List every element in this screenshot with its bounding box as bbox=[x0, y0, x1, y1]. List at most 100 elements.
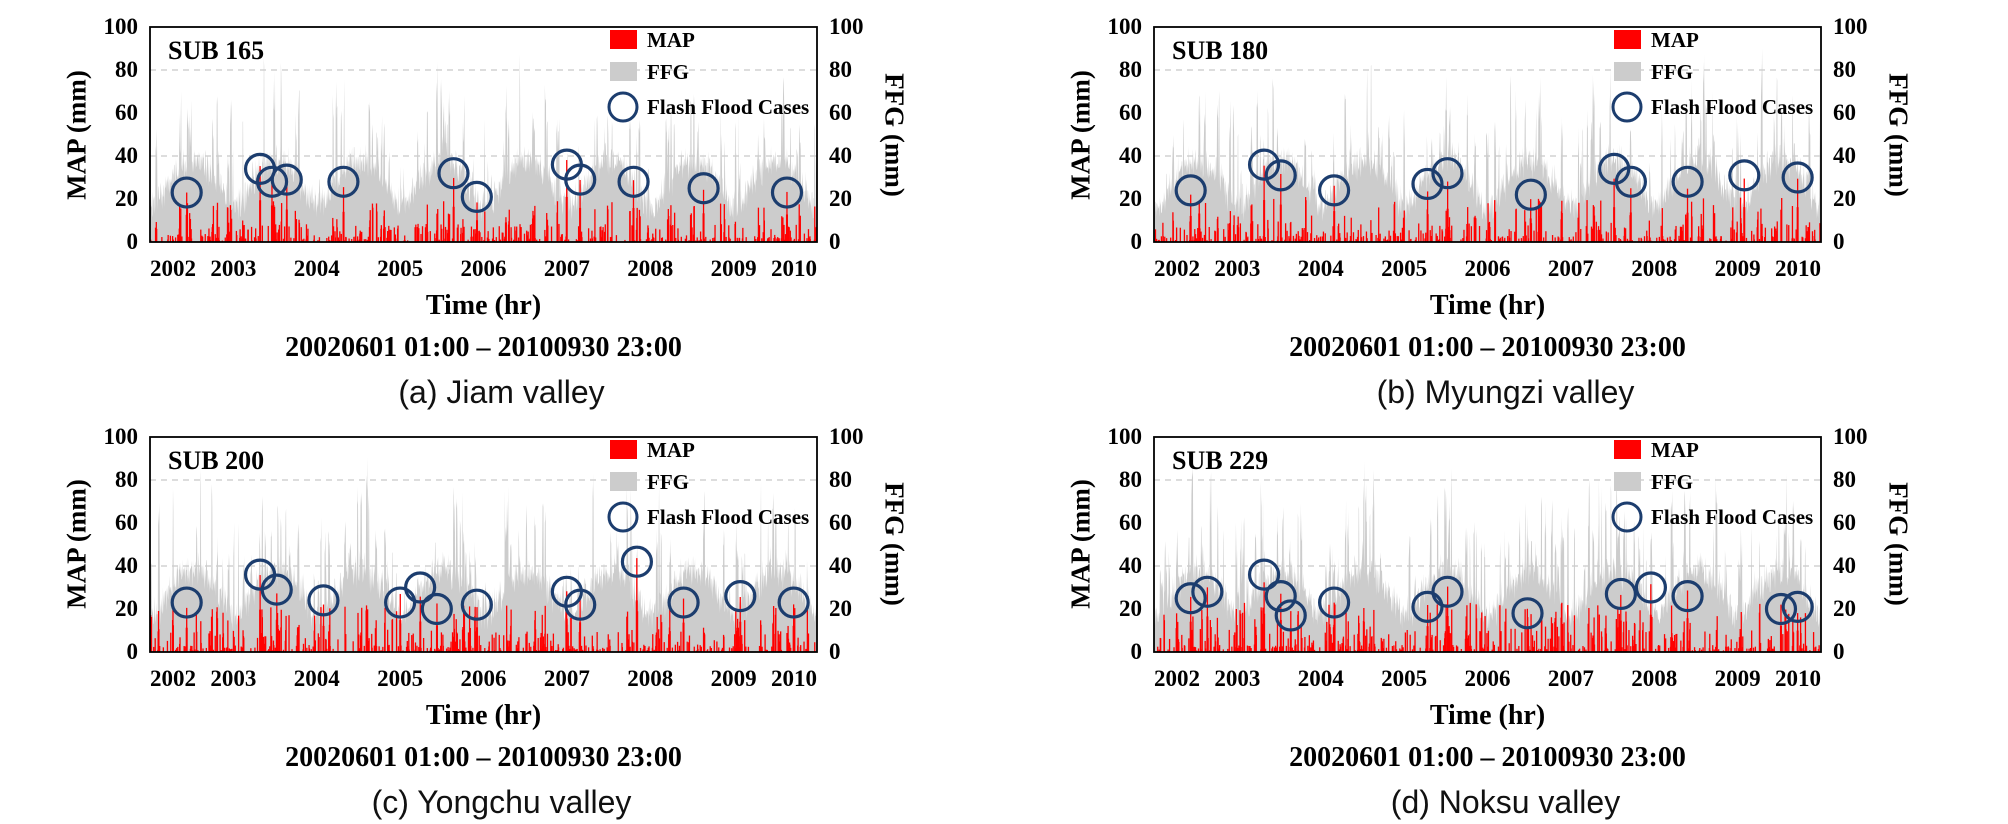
svg-text:20: 20 bbox=[1833, 596, 1856, 621]
svg-text:2004: 2004 bbox=[294, 666, 341, 691]
svg-text:2003: 2003 bbox=[1214, 256, 1260, 281]
svg-text:80: 80 bbox=[829, 467, 852, 492]
svg-text:100: 100 bbox=[1833, 424, 1868, 449]
svg-text:80: 80 bbox=[829, 57, 852, 82]
svg-text:FFG: FFG bbox=[1651, 60, 1693, 84]
svg-text:80: 80 bbox=[1119, 57, 1142, 82]
svg-text:Flash Flood Cases: Flash Flood Cases bbox=[1651, 95, 1813, 119]
svg-text:2007: 2007 bbox=[1548, 666, 1594, 691]
svg-text:0: 0 bbox=[127, 229, 139, 254]
svg-text:20: 20 bbox=[115, 596, 138, 621]
svg-text:40: 40 bbox=[1119, 143, 1142, 168]
svg-text:2010: 2010 bbox=[771, 256, 817, 281]
svg-text:80: 80 bbox=[1833, 467, 1856, 492]
svg-text:0: 0 bbox=[127, 639, 139, 664]
svg-text:SUB 165: SUB 165 bbox=[168, 36, 264, 65]
svg-text:2008: 2008 bbox=[1631, 256, 1677, 281]
svg-text:0: 0 bbox=[829, 229, 841, 254]
svg-text:FFG: FFG bbox=[1651, 470, 1693, 494]
svg-text:60: 60 bbox=[115, 510, 138, 535]
svg-text:2006: 2006 bbox=[461, 666, 507, 691]
svg-text:40: 40 bbox=[1833, 143, 1856, 168]
svg-text:0: 0 bbox=[1833, 229, 1845, 254]
svg-text:MAP: MAP bbox=[647, 28, 695, 52]
svg-text:40: 40 bbox=[1833, 553, 1856, 578]
svg-text:2010: 2010 bbox=[1775, 666, 1821, 691]
svg-text:2005: 2005 bbox=[377, 666, 423, 691]
svg-text:60: 60 bbox=[115, 100, 138, 125]
svg-text:60: 60 bbox=[1833, 510, 1856, 535]
svg-text:60: 60 bbox=[1119, 100, 1142, 125]
svg-text:2009: 2009 bbox=[711, 256, 757, 281]
svg-text:2005: 2005 bbox=[1381, 666, 1427, 691]
svg-text:100: 100 bbox=[829, 424, 864, 449]
svg-text:40: 40 bbox=[1119, 553, 1142, 578]
svg-text:2008: 2008 bbox=[1631, 666, 1677, 691]
svg-text:100: 100 bbox=[829, 14, 864, 39]
svg-text:100: 100 bbox=[1108, 424, 1143, 449]
svg-text:2005: 2005 bbox=[377, 256, 423, 281]
svg-text:80: 80 bbox=[1119, 467, 1142, 492]
svg-text:2008: 2008 bbox=[627, 256, 673, 281]
svg-text:2009: 2009 bbox=[1715, 666, 1761, 691]
svg-text:80: 80 bbox=[115, 467, 138, 492]
svg-text:80: 80 bbox=[1833, 57, 1856, 82]
svg-text:20: 20 bbox=[1119, 186, 1142, 211]
svg-text:0: 0 bbox=[1833, 639, 1845, 664]
svg-text:80: 80 bbox=[115, 57, 138, 82]
svg-text:2003: 2003 bbox=[210, 666, 256, 691]
svg-text:40: 40 bbox=[115, 553, 138, 578]
svg-text:2006: 2006 bbox=[1465, 666, 1511, 691]
svg-text:2007: 2007 bbox=[544, 666, 590, 691]
svg-text:MAP: MAP bbox=[1651, 28, 1699, 52]
svg-text:2010: 2010 bbox=[771, 666, 817, 691]
svg-text:Flash Flood Cases: Flash Flood Cases bbox=[1651, 505, 1813, 529]
svg-text:100: 100 bbox=[1108, 14, 1143, 39]
svg-text:2004: 2004 bbox=[1298, 256, 1345, 281]
svg-text:40: 40 bbox=[115, 143, 138, 168]
svg-text:2004: 2004 bbox=[1298, 666, 1345, 691]
svg-text:FFG: FFG bbox=[647, 470, 689, 494]
svg-text:2007: 2007 bbox=[1548, 256, 1594, 281]
svg-text:Flash Flood Cases: Flash Flood Cases bbox=[647, 505, 809, 529]
svg-text:20: 20 bbox=[1119, 596, 1142, 621]
svg-text:20: 20 bbox=[115, 186, 138, 211]
svg-text:60: 60 bbox=[829, 510, 852, 535]
svg-text:60: 60 bbox=[1119, 510, 1142, 535]
svg-text:60: 60 bbox=[1833, 100, 1856, 125]
svg-text:40: 40 bbox=[829, 143, 852, 168]
svg-text:60: 60 bbox=[829, 100, 852, 125]
svg-text:2002: 2002 bbox=[1154, 256, 1200, 281]
svg-text:20: 20 bbox=[1833, 186, 1856, 211]
svg-text:40: 40 bbox=[829, 553, 852, 578]
svg-text:2006: 2006 bbox=[1465, 256, 1511, 281]
svg-text:2002: 2002 bbox=[150, 666, 196, 691]
svg-text:20: 20 bbox=[829, 186, 852, 211]
svg-text:SUB 200: SUB 200 bbox=[168, 446, 264, 475]
svg-text:20: 20 bbox=[829, 596, 852, 621]
svg-text:100: 100 bbox=[104, 424, 139, 449]
svg-text:MAP: MAP bbox=[647, 438, 695, 462]
svg-text:0: 0 bbox=[1131, 639, 1143, 664]
svg-text:2009: 2009 bbox=[1715, 256, 1761, 281]
svg-text:2005: 2005 bbox=[1381, 256, 1427, 281]
svg-text:2002: 2002 bbox=[150, 256, 196, 281]
svg-text:100: 100 bbox=[104, 14, 139, 39]
svg-text:2010: 2010 bbox=[1775, 256, 1821, 281]
svg-text:2008: 2008 bbox=[627, 666, 673, 691]
svg-text:SUB 229: SUB 229 bbox=[1172, 446, 1268, 475]
svg-text:2003: 2003 bbox=[1214, 666, 1260, 691]
svg-text:2006: 2006 bbox=[461, 256, 507, 281]
svg-text:0: 0 bbox=[1131, 229, 1143, 254]
svg-text:Flash Flood Cases: Flash Flood Cases bbox=[647, 95, 809, 119]
svg-text:SUB 180: SUB 180 bbox=[1172, 36, 1268, 65]
svg-text:FFG: FFG bbox=[647, 60, 689, 84]
svg-text:2004: 2004 bbox=[294, 256, 341, 281]
svg-text:100: 100 bbox=[1833, 14, 1868, 39]
svg-text:2003: 2003 bbox=[210, 256, 256, 281]
svg-text:2002: 2002 bbox=[1154, 666, 1200, 691]
svg-text:2007: 2007 bbox=[544, 256, 590, 281]
svg-text:MAP: MAP bbox=[1651, 438, 1699, 462]
svg-text:0: 0 bbox=[829, 639, 841, 664]
svg-text:2009: 2009 bbox=[711, 666, 757, 691]
